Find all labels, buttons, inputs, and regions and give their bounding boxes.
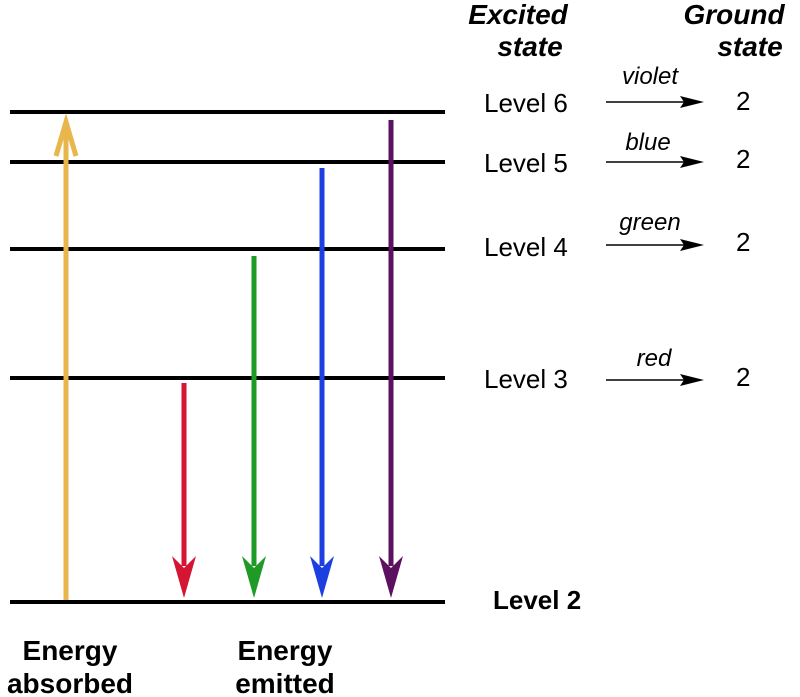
red-transition-arrow — [606, 374, 704, 386]
level-4-target: 2 — [736, 227, 750, 257]
absorbed-arrow — [53, 113, 79, 600]
excited-header-line1: Excited — [468, 0, 568, 30]
absorbed-label-line2: absorbed — [7, 668, 133, 697]
level-3-label: Level 3 — [484, 364, 568, 394]
absorbed-label-line1: Energy — [23, 635, 118, 666]
violet-label: violet — [622, 63, 679, 90]
green-emission-arrow — [242, 256, 266, 598]
ground-header-line1: Ground — [683, 0, 785, 30]
excited-header-line2: state — [497, 31, 562, 62]
level-6-target: 2 — [736, 86, 750, 116]
level-4-label: Level 4 — [484, 232, 568, 262]
level-2-label: Level 2 — [493, 585, 581, 615]
violet-emission-arrow — [379, 120, 403, 598]
level-3-target: 2 — [736, 362, 750, 392]
blue-transition-arrow — [606, 156, 704, 168]
level-5-target: 2 — [736, 144, 750, 174]
green-transition-arrow — [606, 239, 704, 251]
red-label: red — [637, 345, 672, 372]
ground-header-line2: state — [717, 31, 782, 62]
violet-transition-arrow — [606, 96, 704, 108]
blue-label: blue — [625, 129, 670, 156]
level-5-label: Level 5 — [484, 148, 568, 178]
green-label: green — [619, 209, 680, 236]
level-6-label: Level 6 — [484, 88, 568, 118]
red-emission-arrow — [172, 383, 196, 598]
emitted-label-line1: Energy — [238, 635, 333, 666]
emitted-label-line2: emitted — [235, 668, 335, 697]
blue-emission-arrow — [310, 168, 334, 598]
